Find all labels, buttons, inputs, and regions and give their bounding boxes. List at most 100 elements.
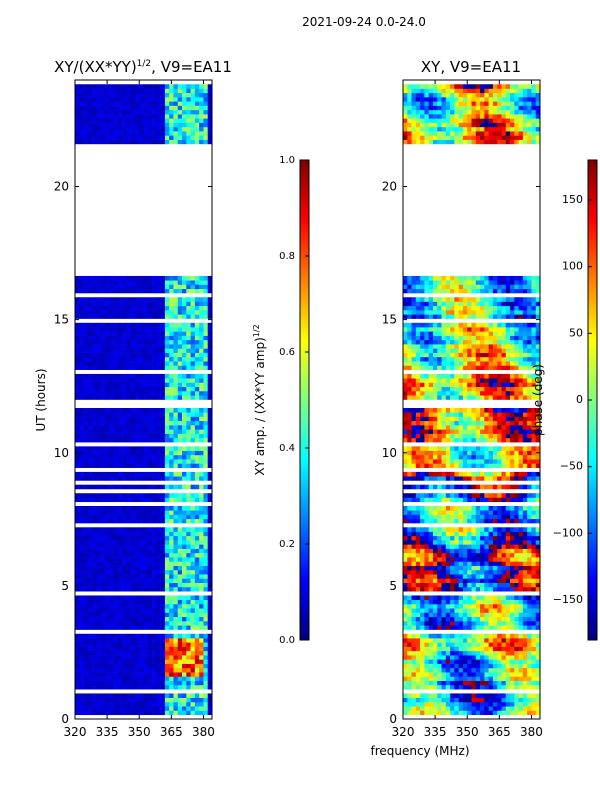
amplitude-cell (139, 693, 144, 698)
amplitude-cell (92, 378, 97, 383)
amplitude-cell (139, 484, 144, 490)
amplitude-cell (182, 621, 187, 626)
amplitude-cell (173, 416, 179, 422)
phase-cell (424, 582, 429, 588)
amplitude-cell (126, 459, 131, 464)
amplitude-cell (113, 603, 119, 609)
amplitude-cell (152, 408, 157, 413)
amplitude-cell (134, 599, 140, 605)
amplitude-cell (75, 544, 80, 549)
amplitude-cell (177, 646, 183, 652)
phase-cell (510, 565, 515, 571)
phase-cell (514, 646, 519, 652)
amplitude-cell (194, 672, 200, 677)
amplitude-cell (164, 122, 170, 128)
amplitude-cell (164, 659, 170, 664)
amplitude-cell (122, 335, 127, 341)
amplitude-cell (92, 599, 97, 605)
amplitude-cell (79, 446, 84, 451)
amplitude-cell (126, 101, 131, 106)
amplitude-cell (147, 412, 153, 417)
phase-cell (437, 459, 442, 464)
phase-cell (424, 459, 429, 464)
amplitude-cell (143, 684, 149, 690)
amplitude-cell (130, 314, 136, 319)
phase-cell (407, 569, 412, 575)
phase-cell (518, 603, 524, 609)
amplitude-cell (79, 638, 84, 643)
amplitude-cell (156, 578, 161, 583)
amplitude-cell (186, 131, 191, 136)
amplitude-cell (100, 395, 106, 400)
amplitude-cell (147, 476, 153, 481)
amplitude-cell (122, 429, 127, 434)
phase-cell (450, 569, 455, 575)
amplitude-cell (104, 497, 110, 503)
amplitude-cell (143, 697, 149, 703)
phase-cell (467, 514, 472, 520)
amplitude-cell (186, 476, 191, 481)
amplitude-cell (87, 395, 93, 400)
amplitude-cell (109, 706, 114, 711)
amplitude-cell (104, 680, 110, 686)
amplitude-cell (147, 701, 153, 707)
amplitude-cell (122, 625, 127, 630)
amplitude-cell (169, 356, 174, 362)
amplitude-cell (173, 599, 179, 605)
phase-cell (518, 680, 524, 686)
phase-cell (505, 599, 511, 605)
phase-cell (467, 638, 472, 643)
phase-cell (420, 646, 425, 652)
amplitude-cell (79, 109, 84, 115)
phase-cell (462, 633, 468, 639)
phase-cell (531, 544, 537, 549)
amplitude-cell (186, 97, 191, 102)
phase-cell (480, 633, 485, 639)
amplitude-cell (143, 676, 149, 681)
phase-cell (467, 544, 472, 549)
amplitude-cell (147, 497, 153, 503)
amplitude-cell (96, 659, 101, 664)
amplitude-cell (92, 578, 97, 583)
amplitude-cell (190, 471, 196, 477)
amplitude-cell (130, 118, 136, 123)
amplitude-cell (126, 514, 131, 520)
phase-cell (437, 548, 442, 554)
amplitude-cell (96, 612, 101, 618)
phase-cell (527, 493, 532, 498)
amplitude-cell (122, 425, 127, 430)
amplitude-cell (134, 621, 140, 626)
phase-cell (462, 608, 468, 613)
phase-cell (467, 667, 472, 673)
phase-cell (424, 693, 429, 698)
phase-cell (488, 616, 494, 622)
phase-cell (527, 569, 532, 575)
amplitude-cell (117, 548, 123, 554)
amplitude-cell (139, 608, 144, 613)
phase-cell (497, 663, 502, 669)
amplitude-cell (190, 510, 196, 515)
phase-cell (488, 603, 494, 609)
amplitude-cell (177, 535, 183, 541)
amplitude-cell (100, 425, 106, 430)
phase-cell (428, 646, 434, 652)
amplitude-cell (186, 425, 191, 430)
phase-cell (411, 633, 417, 639)
amplitude-cell (186, 471, 191, 477)
phase-cell (454, 706, 459, 711)
amplitude-cell (87, 339, 93, 345)
amplitude-cell (126, 84, 131, 89)
amplitude-cell (87, 663, 93, 669)
phase-cell (488, 544, 494, 549)
amplitude-cell (194, 109, 200, 115)
amplitude-cell (186, 616, 191, 622)
phase-cell (458, 574, 464, 579)
amplitude-cell (134, 331, 140, 336)
phase-cell (501, 518, 507, 524)
phase-cell (437, 518, 442, 524)
amplitude-cell (194, 655, 200, 660)
amplitude-cell (109, 642, 114, 647)
amplitude-cell (126, 390, 131, 396)
amplitude-cell (173, 565, 179, 571)
amplitude-cell (186, 506, 191, 511)
